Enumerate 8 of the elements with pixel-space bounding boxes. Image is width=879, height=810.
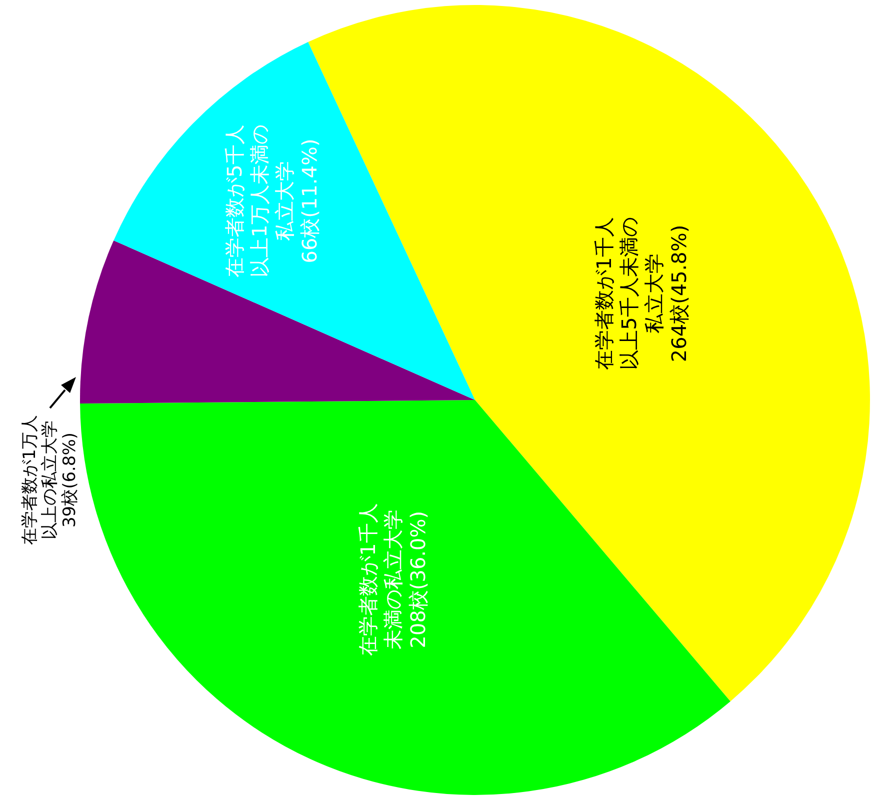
slice-label: 在学者数が1千人以上5千人未満の私立大学	[592, 217, 666, 370]
slice-label: 在学者数が1千人未満の私立大学	[356, 503, 405, 656]
data-label: 264校(45.8%)	[666, 224, 691, 362]
slice-label: 在学者数が5千人以上1万人未満の私立大学	[222, 124, 296, 278]
data-label: 66校(11.4%)	[297, 138, 322, 264]
data-label: 39校(6.8%)	[60, 432, 80, 528]
slice-label: 在学者数が1万人以上の私立大学	[20, 415, 60, 545]
data-label: 208校(36.0%)	[406, 510, 430, 648]
